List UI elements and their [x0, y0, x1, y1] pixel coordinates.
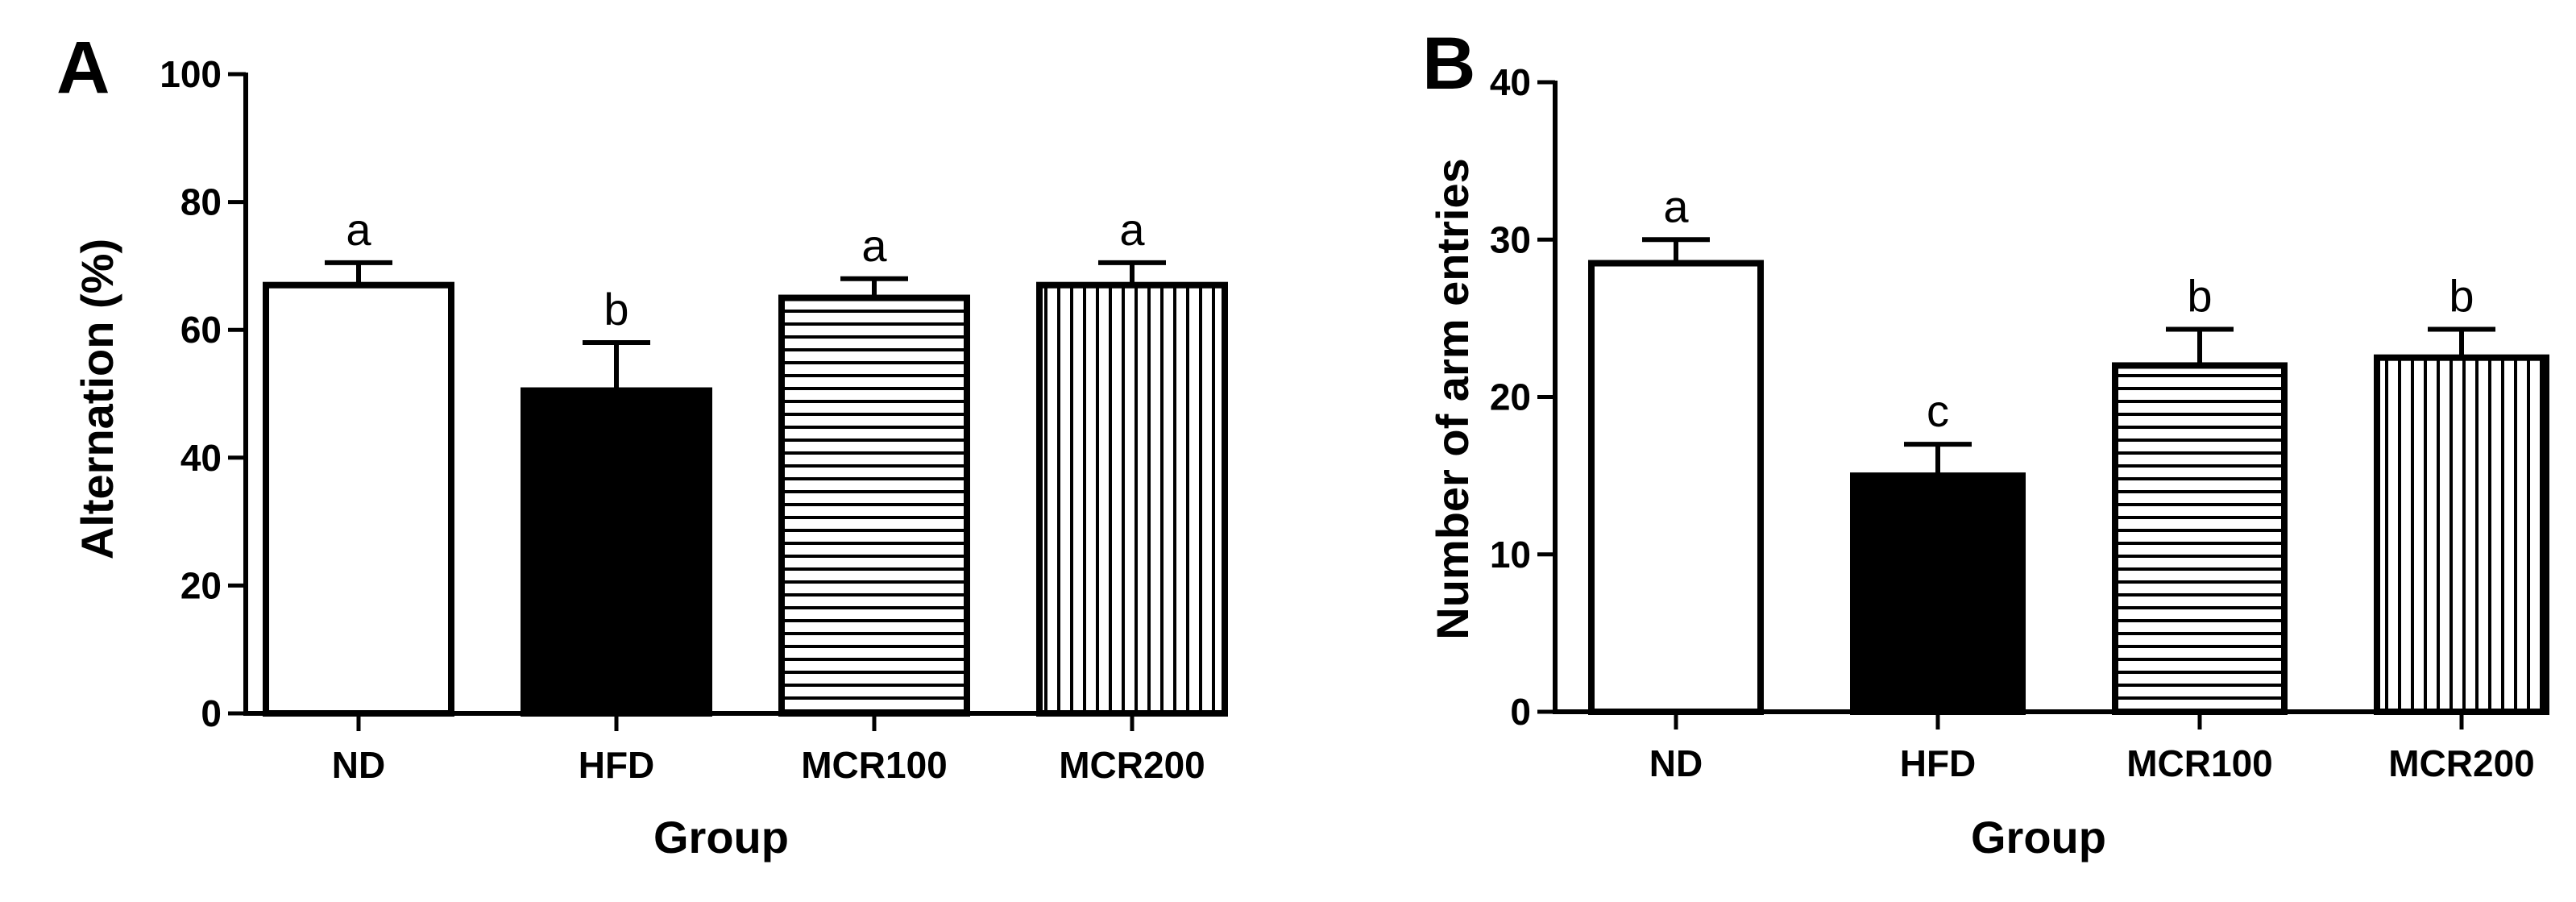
chart-panel-a: A Alternation (%) Group 0 20 40 60 80 100 ND a H…: [56, 27, 1228, 863]
y-tick-label-a: 80: [180, 181, 222, 223]
significance-letter-b: a: [1663, 181, 1689, 231]
category-label-b: ND: [1649, 742, 1703, 784]
bar-hfd-b: [1850, 472, 2026, 715]
y-tick-label-a: 40: [180, 437, 222, 479]
category-label-a: ND: [332, 744, 385, 786]
chart-panel-b: B Number of arm entries Group 0 10 20 30 40 N…: [1422, 23, 2549, 863]
significance-letter-b: b: [2449, 271, 2474, 322]
y-tick-label-b: 20: [1490, 376, 1531, 418]
category-label-a: MCR100: [801, 744, 948, 786]
category-label-b: HFD: [1900, 742, 1977, 784]
bar-nd-a: [263, 281, 454, 717]
significance-letter-b: b: [2187, 271, 2212, 322]
panel-letter-a: A: [56, 27, 110, 109]
significance-letter-a: a: [861, 220, 887, 271]
significance-letter-a: b: [604, 284, 628, 335]
significance-letter-b: c: [1927, 385, 1949, 436]
bar-nd-b: [1588, 260, 1764, 716]
y-tick-label-b: 30: [1490, 218, 1531, 260]
y-tick-label-a: 100: [160, 53, 222, 95]
x-axis-title-b: Group: [1971, 812, 2106, 863]
bar-mcr100-b: [2112, 362, 2288, 715]
panel-letter-b: B: [1422, 23, 1475, 105]
y-tick-label-b: 40: [1490, 61, 1531, 103]
bar-mcr200-b: [2374, 354, 2549, 715]
significance-letter-a: a: [346, 204, 371, 255]
bar-mcr200-a: [1036, 281, 1228, 717]
category-label-b: MCR100: [2126, 742, 2273, 784]
bar-hfd-a: [521, 387, 712, 717]
y-axis-title-b: Number of arm entries: [1427, 158, 1478, 640]
y-tick-label-a: 0: [201, 692, 222, 734]
category-label-b: MCR200: [2388, 742, 2535, 784]
y-tick-label-b: 0: [1510, 691, 1531, 733]
x-axis-title-a: Group: [653, 812, 789, 863]
y-tick-label-b: 10: [1490, 534, 1531, 576]
category-label-a: HFD: [579, 744, 655, 786]
bar-mcr100-a: [778, 294, 970, 717]
y-axis-title-a: Alternation (%): [72, 239, 122, 559]
y-tick-label-a: 20: [180, 564, 222, 606]
significance-letter-a: a: [1119, 204, 1145, 255]
category-label-a: MCR200: [1059, 744, 1205, 786]
y-tick-label-a: 60: [180, 309, 222, 351]
